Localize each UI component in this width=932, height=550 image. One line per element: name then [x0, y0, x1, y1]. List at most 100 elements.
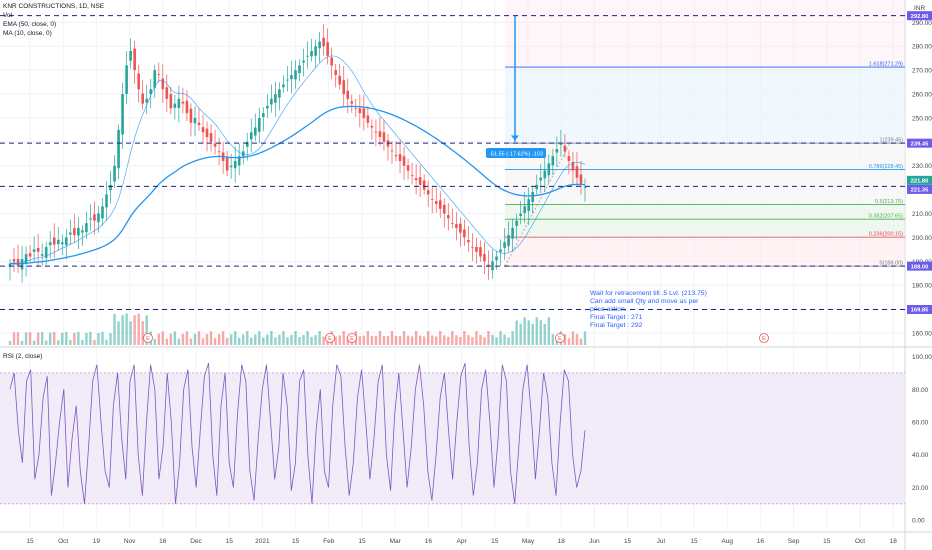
candle[interactable] [322, 24, 325, 56]
candle[interactable] [483, 241, 486, 274]
candle[interactable] [527, 187, 531, 226]
candle[interactable] [253, 113, 257, 142]
candle[interactable] [185, 90, 189, 122]
candle[interactable] [455, 212, 458, 241]
candle[interactable] [434, 187, 438, 213]
candle[interactable] [547, 154, 551, 184]
candle[interactable] [410, 162, 414, 185]
candle[interactable] [523, 192, 526, 223]
earnings-marker[interactable]: E [759, 333, 769, 343]
candle[interactable] [113, 155, 116, 188]
candle[interactable] [438, 190, 442, 218]
candle[interactable] [330, 47, 333, 80]
candle[interactable] [310, 38, 313, 62]
candle[interactable] [326, 28, 329, 65]
candle[interactable] [12, 248, 16, 273]
candle[interactable] [69, 219, 72, 246]
earnings-marker[interactable]: E [325, 333, 335, 343]
candle[interactable] [201, 114, 205, 144]
candle[interactable] [539, 163, 543, 194]
candle[interactable] [145, 84, 149, 114]
legend-ema[interactable]: EMA (50, close, 0) [3, 21, 57, 28]
candle[interactable] [89, 204, 92, 231]
candle[interactable] [318, 32, 321, 63]
candle[interactable] [137, 64, 140, 103]
candle[interactable] [266, 94, 269, 118]
candle[interactable] [451, 208, 454, 229]
candle[interactable] [169, 86, 173, 115]
candle[interactable] [8, 258, 12, 281]
candle[interactable] [471, 233, 474, 262]
candle[interactable] [129, 38, 132, 69]
candle[interactable] [563, 134, 567, 158]
rsi-line[interactable] [9, 362, 586, 504]
candle[interactable] [487, 250, 490, 281]
candle[interactable] [24, 246, 28, 277]
candle[interactable] [503, 228, 506, 260]
candle[interactable] [249, 118, 253, 153]
candle[interactable] [20, 245, 24, 283]
candle[interactable] [298, 59, 301, 82]
candle[interactable] [229, 154, 233, 179]
candle[interactable] [258, 107, 261, 144]
candle[interactable] [197, 108, 201, 131]
candle[interactable] [354, 98, 358, 118]
candle[interactable] [507, 221, 510, 252]
candle[interactable] [286, 66, 289, 92]
candle[interactable] [121, 82, 124, 149]
candle[interactable] [442, 198, 446, 228]
candle[interactable] [141, 80, 144, 110]
candle[interactable] [402, 146, 406, 180]
candle[interactable] [16, 244, 20, 274]
candle[interactable] [519, 201, 522, 225]
candle[interactable] [205, 121, 209, 152]
candle[interactable] [583, 178, 587, 202]
earnings-marker[interactable]: E [555, 333, 565, 343]
price-tag[interactable] [907, 175, 932, 185]
candle[interactable] [217, 137, 221, 166]
candle[interactable] [430, 185, 434, 214]
candle[interactable] [149, 78, 153, 109]
candle[interactable] [181, 87, 185, 114]
candle[interactable] [40, 243, 44, 267]
candle[interactable] [101, 197, 104, 226]
candle[interactable] [386, 133, 390, 161]
candle[interactable] [515, 213, 518, 240]
ema-line[interactable] [9, 105, 586, 265]
candle[interactable] [426, 180, 430, 207]
price-tag[interactable] [907, 261, 932, 271]
candle[interactable] [475, 237, 478, 264]
candle[interactable] [342, 65, 346, 107]
candle[interactable] [77, 217, 80, 250]
candle[interactable] [213, 129, 217, 155]
candle[interactable] [459, 217, 462, 247]
candle[interactable] [237, 143, 241, 176]
candle[interactable] [177, 85, 181, 123]
candle[interactable] [406, 158, 410, 180]
candle[interactable] [157, 62, 161, 83]
legend-ma[interactable]: MA (10, close, 0) [3, 30, 52, 37]
candle[interactable] [290, 61, 293, 94]
candle[interactable] [64, 229, 68, 260]
candle[interactable] [278, 82, 281, 111]
candle[interactable] [370, 119, 374, 140]
price-tag[interactable] [907, 138, 932, 148]
earnings-marker[interactable]: E [347, 333, 357, 343]
candle[interactable] [153, 64, 157, 98]
candle[interactable] [362, 94, 366, 131]
candle[interactable] [117, 124, 120, 180]
candle[interactable] [555, 136, 559, 167]
ma-line[interactable] [9, 55, 586, 265]
candle[interactable] [193, 106, 197, 137]
candle[interactable] [398, 140, 402, 174]
candle[interactable] [446, 202, 450, 231]
candle[interactable] [133, 41, 136, 84]
earnings-marker[interactable]: E [143, 333, 153, 343]
candle[interactable] [382, 120, 386, 151]
candle[interactable] [422, 174, 426, 195]
candle[interactable] [270, 84, 273, 113]
candle[interactable] [56, 226, 60, 251]
price-tag[interactable] [907, 184, 932, 194]
candle[interactable] [418, 165, 422, 197]
